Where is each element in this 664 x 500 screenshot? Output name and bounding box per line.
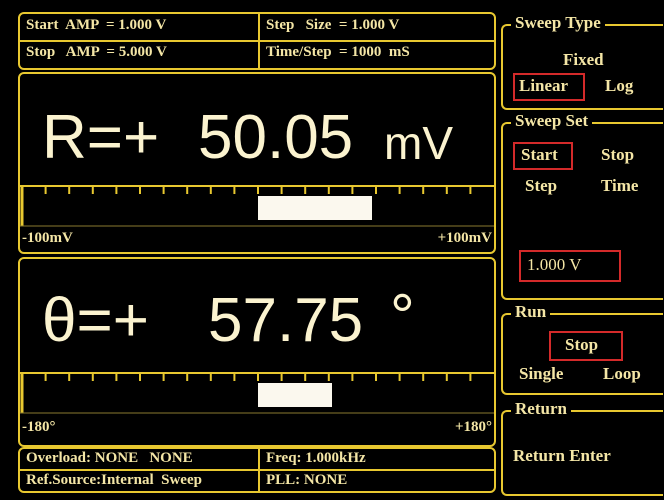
theta-indicator — [258, 383, 332, 407]
sweep-set-title: Sweep Set — [511, 111, 593, 131]
pll: PLL: NONE — [266, 472, 348, 488]
run-title: Run — [511, 302, 551, 322]
r-scale — [20, 185, 494, 227]
entry-value: 1.000 V — [527, 255, 582, 274]
r-indicator — [258, 196, 372, 220]
r-panel: R=+ 50.05 mV -100mV +100mV — [18, 72, 496, 254]
step-size: Step Size = 1.000 V — [266, 17, 400, 33]
step-option[interactable]: Step — [525, 176, 558, 195]
status-panel: Start AMP = 1.000 V Step Size = 1.000 V … — [18, 12, 496, 70]
selection-box — [549, 331, 623, 361]
r-value: 50.05 — [198, 103, 354, 172]
r-scale-max: +100mV — [437, 230, 492, 246]
sweep-type-group: Sweep Type Fixed Linear Log — [501, 13, 663, 110]
theta-value: 57.75 — [208, 286, 364, 355]
theta-unit: ° — [390, 282, 415, 351]
selection-box — [513, 73, 585, 101]
start-option[interactable]: Start — [521, 145, 558, 164]
sweep-type-title: Sweep Type — [511, 13, 605, 33]
divider — [20, 40, 494, 42]
linear-option[interactable]: Linear — [519, 76, 569, 95]
single-option[interactable]: Single — [519, 364, 564, 383]
sweep-set-group: Sweep Set Start Stop Step Time 1.000 V — [501, 111, 663, 300]
loop-option[interactable]: Loop — [603, 364, 641, 383]
theta-scale — [20, 372, 494, 414]
divider — [20, 469, 494, 471]
theta-prefix: θ=+ — [42, 286, 149, 355]
stop-option[interactable]: Stop — [601, 145, 635, 164]
return-group: Return Return Enter — [501, 399, 663, 496]
return-title: Return — [511, 399, 571, 419]
r-scale-min: -100mV — [22, 230, 73, 246]
start-amp: Start AMP = 1.000 V — [26, 17, 167, 33]
theta-scale-min: -180° — [22, 419, 56, 435]
footer-panel: Overload: NONE NONE Freq: 1.000kHz Ref.S… — [18, 447, 496, 493]
log-option[interactable]: Log — [605, 76, 634, 95]
ref-source: Ref.Source:Internal Sweep — [26, 472, 202, 488]
r-prefix: R=+ — [42, 103, 160, 172]
run-stop-option[interactable]: Stop — [565, 335, 599, 354]
theta-panel: θ=+ 57.75 ° -180° +180° — [18, 257, 496, 447]
run-group: Run Stop Single Loop — [501, 302, 663, 395]
stop-amp: Stop AMP = 5.000 V — [26, 44, 167, 60]
time-option[interactable]: Time — [601, 176, 639, 195]
time-step: Time/Step = 1000 mS — [266, 44, 410, 60]
fixed-option[interactable]: Fixed — [563, 50, 604, 69]
freq: Freq: 1.000kHz — [266, 450, 366, 466]
entry-box[interactable] — [519, 250, 621, 282]
r-unit: mV — [384, 117, 453, 169]
selection-box — [513, 142, 573, 170]
return-enter[interactable]: Return Enter — [513, 446, 611, 465]
overload: Overload: NONE NONE — [26, 450, 193, 466]
theta-scale-max: +180° — [454, 419, 492, 435]
